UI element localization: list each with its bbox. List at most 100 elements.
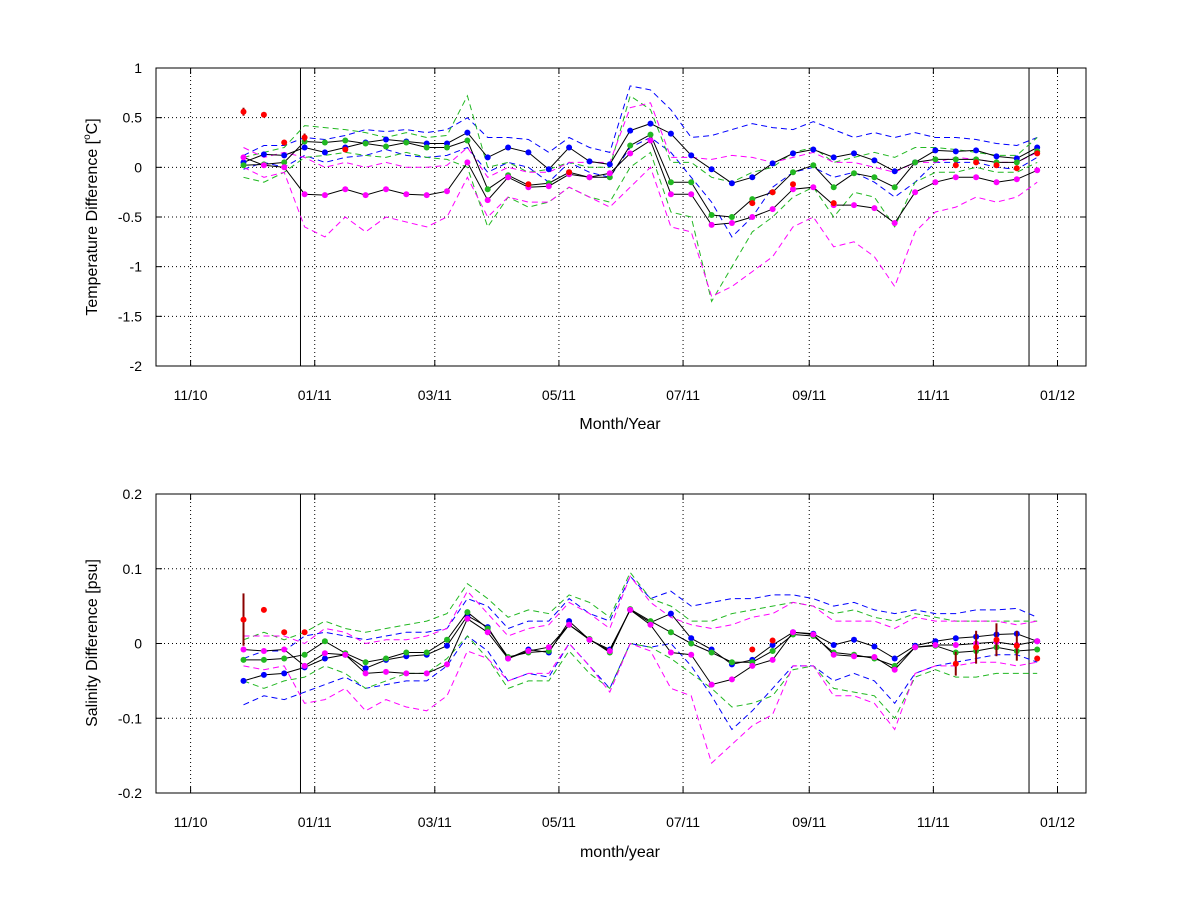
blue-data-point [932,147,939,154]
red-observation-point [952,660,959,667]
x-tick-label: 11/10 [174,814,208,830]
blue-data-point [952,635,959,642]
green-data-point [1034,646,1041,653]
green-data-point [952,156,959,163]
blue-data-point [444,642,450,649]
blue-data-point [871,643,878,650]
magenta-data-point [362,670,369,677]
magenta-dash-series-line [243,166,1038,298]
magenta-data-point [342,651,349,658]
temperature-observation-points [240,107,1041,207]
blue-data-point [525,149,532,156]
salinity-reference-lines [299,494,1030,793]
magenta-data-point [871,205,878,212]
blue-data-point [321,655,328,662]
magenta-data-point [708,221,715,228]
magenta-data-point [871,654,878,660]
green-data-point [484,186,491,193]
magenta-data-point [301,191,308,198]
green-data-point [667,629,674,636]
green-data-point [383,143,389,150]
y-tick-label: -0.1 [118,710,142,726]
magenta-data-point [321,650,328,657]
magenta-data-point [383,186,389,193]
red-observation-point [769,637,776,644]
magenta-data-point [851,653,857,660]
blue-data-point [871,157,878,164]
blue-data-point [627,127,634,134]
magenta-data-point [810,184,817,191]
y-tick-label: 0.5 [123,110,143,126]
blue-data-point [484,154,491,161]
magenta-data-point [566,621,573,628]
temperature-series [240,85,1041,303]
green-data-point [1013,159,1020,166]
green-dash-series-line [243,151,1038,303]
blue-data-point [260,671,267,678]
green-data-point [321,139,328,146]
magenta-data-point [505,174,512,181]
magenta-data-point [1013,176,1020,183]
temperature-grid [156,68,1086,366]
salinity-panel: -0.2 -0.1 0 0.1 0.2 11/10 01/11 03/11 05/11 07/1… [84,486,1087,861]
green-data-point [444,144,450,151]
temperature-y-axis-label-degree: o [82,134,93,140]
magenta-data-point [403,191,410,198]
magenta-data-point [342,186,349,193]
red-observation-point [769,189,776,196]
magenta-data-point [586,636,593,643]
blue-data-point [708,166,715,173]
blue-data-point [688,152,695,159]
salinity-y-ticks: -0.2 -0.1 0 0.1 0.2 [118,486,1086,801]
green-data-point [688,179,695,186]
green-data-point [403,139,410,146]
blue-data-point [383,136,389,143]
salinity-x-ticks: 11/10 01/11 03/11 05/11 07/11 09/11 11/11 01/12 [174,494,1075,830]
red-observation-point [993,636,1000,643]
blue-data-point [790,150,796,157]
green-solid-series-line [243,133,1038,218]
magenta-data-point [403,670,410,677]
magenta-data-point [851,202,857,209]
y-tick-label: -0.2 [118,785,142,801]
magenta-data-point [321,192,328,199]
blue-data-point [993,153,1000,160]
salinity-series [240,571,1041,765]
magenta-data-point [464,159,471,166]
magenta-data-point [688,651,695,658]
x-tick-label: 01/11 [298,387,332,403]
red-observation-point [301,629,308,636]
magenta-data-point [912,644,919,651]
red-observation-point [301,134,308,141]
green-dash-series-line [243,94,1038,183]
temperature-x-ticks: 11/10 01/11 03/11 05/11 07/11 09/11 11/11 01/12 [174,68,1075,403]
magenta-data-point [932,642,939,648]
magenta-data-point [281,646,288,653]
green-solid-series-line [243,608,1038,667]
blue-data-point [667,610,674,617]
green-data-point [830,184,837,191]
magenta-data-point [688,191,695,198]
blue-data-point [260,151,267,158]
green-data-point [667,179,674,186]
blue-data-point [688,635,695,642]
blue-data-point [321,149,328,156]
magenta-dash-series-line [243,642,1038,765]
blue-data-point [851,636,857,643]
blue-data-point [973,147,980,154]
green-data-point [240,162,247,169]
green-data-point [688,640,695,647]
magenta-solid-series-line [243,609,1038,686]
salinity-x-axis-label: month/year [580,844,661,861]
green-data-point [362,140,369,147]
blue-data-point [728,180,735,187]
red-observation-point [260,606,267,613]
magenta-solid-series-line [243,139,1038,226]
red-observation-point [973,159,980,166]
blue-data-point [952,148,959,155]
blue-data-point [281,152,288,159]
green-data-point [728,659,735,666]
salinity-y-axis-label: Salinity Difference [psu] [84,559,101,727]
magenta-data-point [647,621,654,628]
blue-data-point [240,677,247,684]
